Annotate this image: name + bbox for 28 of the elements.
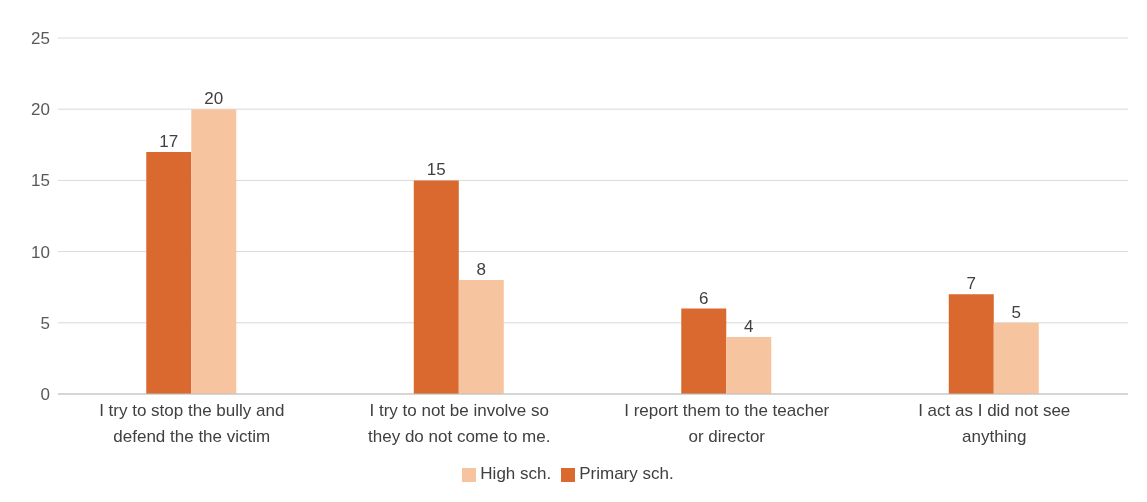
bar <box>146 151 192 394</box>
bar <box>948 294 994 394</box>
bar <box>458 280 504 394</box>
y-tick-label: 10 <box>31 242 50 262</box>
data-label: 8 <box>476 260 487 280</box>
data-label: 4 <box>744 317 754 337</box>
legend-label: High sch. <box>480 464 552 483</box>
y-tick-label: 20 <box>31 100 50 120</box>
x-tick-label: I try to stop the bully and defend the the victim <box>99 401 285 446</box>
x-tick-label: I try to not be involve so they do not come to me. <box>368 401 551 446</box>
legend-label: Primary sch. <box>579 464 674 483</box>
data-label: 17 <box>159 131 179 151</box>
y-tick-label: 5 <box>40 313 50 333</box>
data-label: 7 <box>966 274 977 294</box>
data-label: 15 <box>426 160 446 180</box>
y-tick-label: 15 <box>31 171 50 191</box>
bar <box>413 180 459 394</box>
bar <box>681 308 727 394</box>
x-tick-label: I report them to the teacher or director <box>624 401 830 446</box>
x-tick-label: I act as I did not see anything <box>918 401 1071 446</box>
data-label: 6 <box>699 288 709 308</box>
y-tick-label: 25 <box>31 29 50 49</box>
y-tick-label: 0 <box>40 385 50 405</box>
data-label: 5 <box>1011 302 1022 322</box>
bar <box>191 109 237 394</box>
data-label: 20 <box>204 89 224 109</box>
bar <box>726 337 772 394</box>
bar <box>993 322 1039 394</box>
